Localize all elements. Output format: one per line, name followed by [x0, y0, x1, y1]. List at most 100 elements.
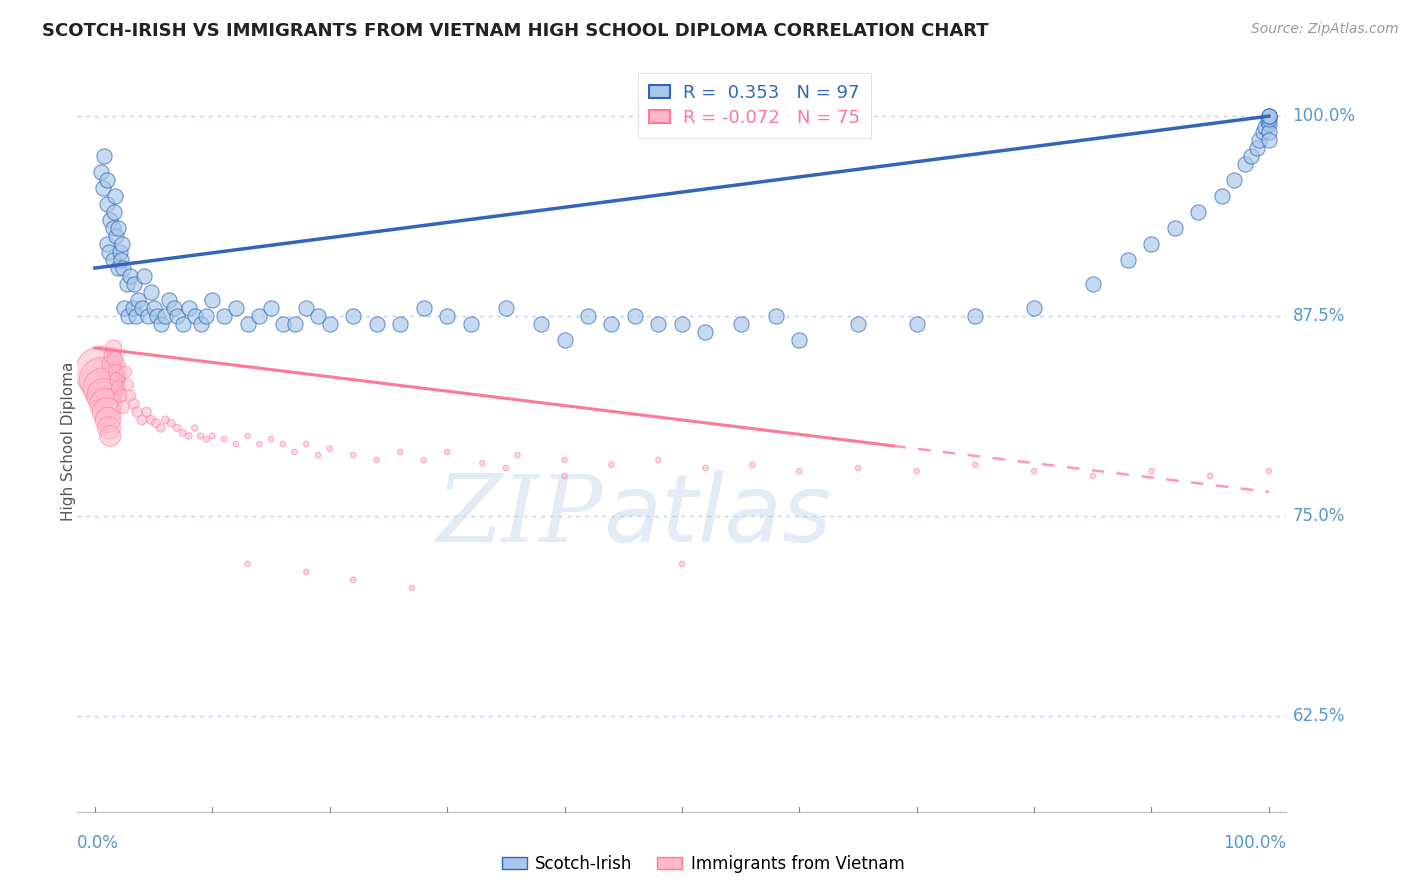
Point [105, 365, 128, 379]
Point [114, 365, 136, 379]
Text: 100.0%: 100.0% [1223, 834, 1286, 852]
Point [412, 301, 434, 315]
Point [1257, 109, 1279, 123]
Point [1140, 464, 1163, 478]
Point [283, 317, 305, 331]
Point [157, 293, 180, 307]
Point [260, 432, 283, 446]
Point [101, 221, 124, 235]
Point [295, 301, 318, 315]
Point [1257, 464, 1279, 478]
Point [91, 181, 114, 195]
Point [271, 437, 294, 451]
Point [965, 458, 987, 472]
Point [131, 413, 153, 427]
Point [141, 285, 163, 299]
Point [530, 317, 553, 331]
Point [554, 333, 576, 347]
Point [1199, 469, 1222, 483]
Point [905, 464, 928, 478]
Point [91, 373, 114, 387]
Point [307, 448, 329, 462]
Point [93, 149, 115, 163]
Point [166, 421, 188, 435]
Point [160, 416, 183, 430]
Point [101, 349, 124, 363]
Point [1257, 109, 1279, 123]
Point [1257, 112, 1279, 127]
Point [131, 301, 153, 315]
Point [136, 309, 159, 323]
Point [98, 429, 121, 443]
Point [671, 557, 693, 571]
Point [741, 458, 763, 472]
Point [576, 309, 599, 323]
Point [149, 317, 172, 331]
Point [295, 437, 318, 451]
Point [1022, 301, 1045, 315]
Point [730, 317, 752, 331]
Point [366, 453, 388, 467]
Text: SCOTCH-IRISH VS IMMIGRANTS FROM VIETNAM HIGH SCHOOL DIPLOMA CORRELATION CHART: SCOTCH-IRISH VS IMMIGRANTS FROM VIETNAM … [42, 22, 988, 40]
Point [389, 445, 412, 459]
Point [142, 301, 165, 315]
Point [247, 309, 270, 323]
Text: 0.0%: 0.0% [77, 834, 120, 852]
Point [201, 429, 224, 443]
Point [141, 413, 163, 427]
Point [600, 458, 623, 472]
Point [695, 461, 717, 475]
Text: ZIP: ZIP [437, 471, 603, 560]
Point [172, 425, 194, 440]
Point [112, 400, 135, 414]
Point [389, 317, 412, 331]
Point [671, 317, 693, 331]
Point [1081, 277, 1104, 291]
Point [127, 405, 149, 419]
Point [212, 432, 235, 446]
Point [1254, 120, 1277, 135]
Point [98, 421, 121, 435]
Point [105, 373, 128, 387]
Text: Source: ZipAtlas.com: Source: ZipAtlas.com [1251, 22, 1399, 37]
Point [307, 309, 329, 323]
Point [1140, 237, 1163, 252]
Point [107, 260, 129, 275]
Point [201, 293, 224, 307]
Point [1240, 149, 1263, 163]
Point [122, 397, 145, 411]
Point [96, 197, 118, 211]
Point [1246, 141, 1268, 155]
Point [236, 429, 259, 443]
Point [105, 229, 128, 244]
Point [190, 429, 212, 443]
Point [600, 317, 623, 331]
Point [225, 301, 247, 315]
Point [146, 309, 169, 323]
Point [554, 469, 576, 483]
Point [495, 461, 517, 475]
Point [177, 429, 200, 443]
Point [149, 421, 172, 435]
Point [127, 293, 149, 307]
Point [506, 448, 529, 462]
Point [104, 352, 127, 367]
Point [117, 377, 139, 392]
Point [1234, 157, 1257, 171]
Point [1257, 133, 1279, 147]
Point [1022, 464, 1045, 478]
Point [115, 277, 138, 291]
Point [190, 317, 212, 331]
Point [247, 437, 270, 451]
Point [108, 245, 131, 260]
Point [135, 405, 157, 419]
Text: atlas: atlas [603, 470, 831, 561]
Point [100, 357, 122, 371]
Point [91, 381, 114, 395]
Point [260, 301, 283, 315]
Legend: R =  0.353   N = 97, R = -0.072   N = 75: R = 0.353 N = 97, R = -0.072 N = 75 [638, 73, 870, 138]
Point [1164, 221, 1187, 235]
Point [436, 309, 458, 323]
Point [1249, 133, 1271, 147]
Point [166, 309, 188, 323]
